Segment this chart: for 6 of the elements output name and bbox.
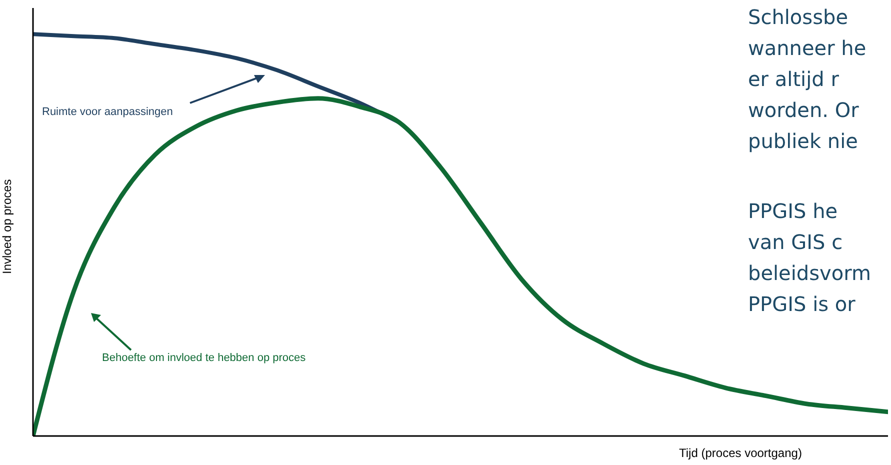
y-axis-title: Invloed op proces [0,179,14,274]
annotation: Ruimte voor aanpassingen [42,106,173,118]
annotation: Behoefte om invloed te hebben op proces [102,352,306,364]
annotation: PPGIS he van GIS c beleidsvorm PPGIS is or [748,198,871,318]
annotation: Schlossbe wanneer he er altijd r worden. Or publiek nie [748,4,866,155]
x-axis-title: Tijd (proces voortgang) [679,446,802,460]
